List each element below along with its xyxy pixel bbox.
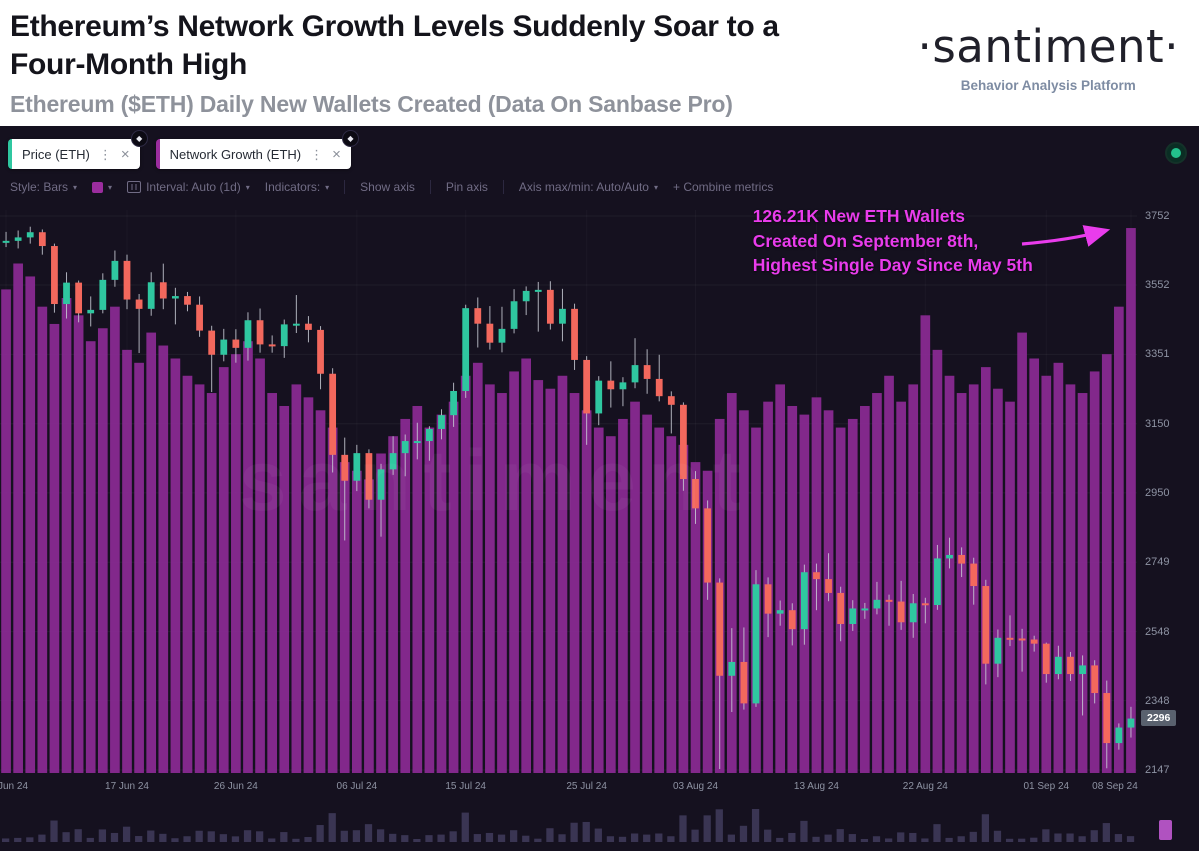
indicators-dropdown[interactable]: Indicators: ▾	[265, 180, 329, 194]
interval-dropdown[interactable]: Interval: Auto (1d) ▾	[127, 180, 250, 194]
toolbar-divider	[502, 180, 504, 194]
x-axis-label: 07 Jun 24	[0, 781, 29, 792]
eth-icon: ◆	[341, 130, 359, 147]
navigator-handle[interactable]	[1159, 820, 1172, 840]
title-block: Ethereum’s Network Growth Levels Suddenl…	[10, 8, 779, 126]
tab-menu-icon[interactable]: ⋮	[310, 146, 324, 162]
brand-tagline: Behavior Analysis Platform	[960, 77, 1136, 93]
pin-axis-label: Pin axis	[445, 180, 488, 194]
show-axis-button[interactable]: Show axis	[360, 180, 415, 194]
x-axis-label: 22 Aug 24	[902, 781, 948, 792]
x-axis-label: 08 Sep 24	[1092, 781, 1138, 792]
y-axis-label: 3752	[1145, 210, 1170, 222]
plot-area[interactable]: santiment 126.21K New ETH Wallets Create…	[0, 202, 1137, 778]
y-axis-label: 2548	[1145, 625, 1170, 638]
chart-body: santiment 126.21K New ETH Wallets Create…	[0, 202, 1199, 778]
network-growth-bars	[1, 228, 1136, 773]
current-price-badge: 2296	[1141, 709, 1177, 726]
price-candles	[2, 226, 1135, 769]
page-subtitle: Ethereum ($ETH) Daily New Wallets Create…	[10, 90, 733, 117]
combine-metrics-button[interactable]: + Combine metrics	[673, 180, 773, 194]
color-dropdown[interactable]: ▾	[92, 181, 113, 193]
x-axis-label: 15 Jul 24	[445, 781, 486, 792]
y-axis-label: 2147	[1145, 764, 1170, 776]
axis-corner	[1137, 778, 1199, 798]
pin-axis-button[interactable]: Pin axis	[446, 180, 488, 194]
y-axis-label: 3552	[1145, 279, 1170, 292]
metric-tabs-row: Price (ETH) ⋮ × ◆ Network Growth (ETH) ⋮…	[0, 126, 1199, 172]
indicators-label: Indicators:	[264, 180, 321, 194]
chart-toolbar: Style: Bars ▾ ▾ Interval: Auto (1d) ▾ In…	[0, 172, 1199, 202]
tab-network-growth-eth[interactable]: Network Growth (ETH) ⋮ × ◆	[155, 130, 359, 169]
series-color-swatch	[92, 181, 104, 193]
page-title-line-1: Ethereum’s Network Growth Levels Suddenl…	[10, 10, 779, 43]
x-axis-label: 26 Jun 24	[213, 781, 258, 792]
x-axis-label: 17 Jun 24	[105, 781, 149, 792]
y-axis-label: 3150	[1145, 417, 1170, 430]
annotation-arrow-icon	[1021, 225, 1111, 247]
timeline-navigator[interactable]	[0, 798, 1199, 846]
axis-maxmin-label: Axis max/min: Auto/Auto	[518, 180, 649, 194]
interval-icon	[127, 181, 142, 193]
santiment-logo: ·santiment·	[917, 20, 1179, 73]
x-axis-row: 07 Jun 24 17 Jun 24 26 Jun 24 06 Jul 24 15 J…	[0, 778, 1199, 798]
toolbar-divider	[429, 180, 431, 194]
navigator-chart	[2, 809, 1135, 842]
chevron-down-icon: ▾	[325, 182, 330, 192]
x-axis-label: 03 Aug 24	[672, 781, 719, 792]
eth-icon: ◆	[130, 130, 148, 147]
tab-price-label: Price (ETH)	[22, 146, 90, 162]
show-axis-label: Show axis	[360, 180, 415, 194]
y-axis-label: 2348	[1145, 694, 1170, 707]
x-axis-label: 25 Jul 24	[566, 781, 607, 792]
tab-network-growth-label: Network Growth (ETH)	[169, 146, 302, 162]
date-axis[interactable]: 07 Jun 24 17 Jun 24 26 Jun 24 06 Jul 24 15 J…	[0, 778, 1138, 798]
y-axis-label: 3351	[1145, 348, 1170, 361]
tab-price-eth[interactable]: Price (ETH) ⋮ × ◆	[8, 130, 148, 169]
close-icon[interactable]: ×	[120, 145, 130, 163]
header: Ethereum’s Network Growth Levels Suddenl…	[0, 0, 1199, 126]
y-axis-label: 2950	[1145, 486, 1170, 499]
interval-label: Interval: Auto (1d)	[146, 180, 241, 194]
tab-menu-icon[interactable]: ⋮	[98, 146, 112, 162]
toolbar-divider	[344, 180, 346, 194]
x-axis-label: 06 Jul 24	[336, 781, 378, 792]
x-axis-label: 13 Aug 24	[793, 781, 839, 792]
y-axis-label: 2749	[1145, 556, 1170, 569]
axis-maxmin-dropdown[interactable]: Axis max/min: Auto/Auto ▾	[519, 180, 658, 194]
x-axis-label: 01 Sep 24	[1023, 781, 1070, 792]
price-network-growth-chart[interactable]	[0, 202, 1137, 778]
brand-block: ·santiment· Behavior Analysis Platform	[918, 8, 1185, 126]
chevron-down-icon: ▾	[245, 182, 250, 192]
green-dot-icon	[1171, 148, 1181, 158]
price-axis[interactable]: 2296 3752 3552 3351 3150 2950 2749 2548 2348 214…	[1137, 202, 1199, 778]
chevron-down-icon: ▾	[108, 182, 113, 192]
green-status-icon[interactable]	[1165, 142, 1187, 164]
chart-app: Price (ETH) ⋮ × ◆ Network Growth (ETH) ⋮…	[0, 126, 1199, 851]
page-title-line-2: Four-Month High	[10, 48, 248, 82]
style-label: Style: Bars	[10, 180, 69, 194]
chevron-down-icon: ▾	[653, 182, 658, 192]
chevron-down-icon: ▾	[73, 182, 78, 192]
close-icon[interactable]: ×	[332, 145, 341, 163]
combine-metrics-label: + Combine metrics	[672, 180, 774, 194]
style-dropdown[interactable]: Style: Bars ▾	[10, 180, 77, 194]
